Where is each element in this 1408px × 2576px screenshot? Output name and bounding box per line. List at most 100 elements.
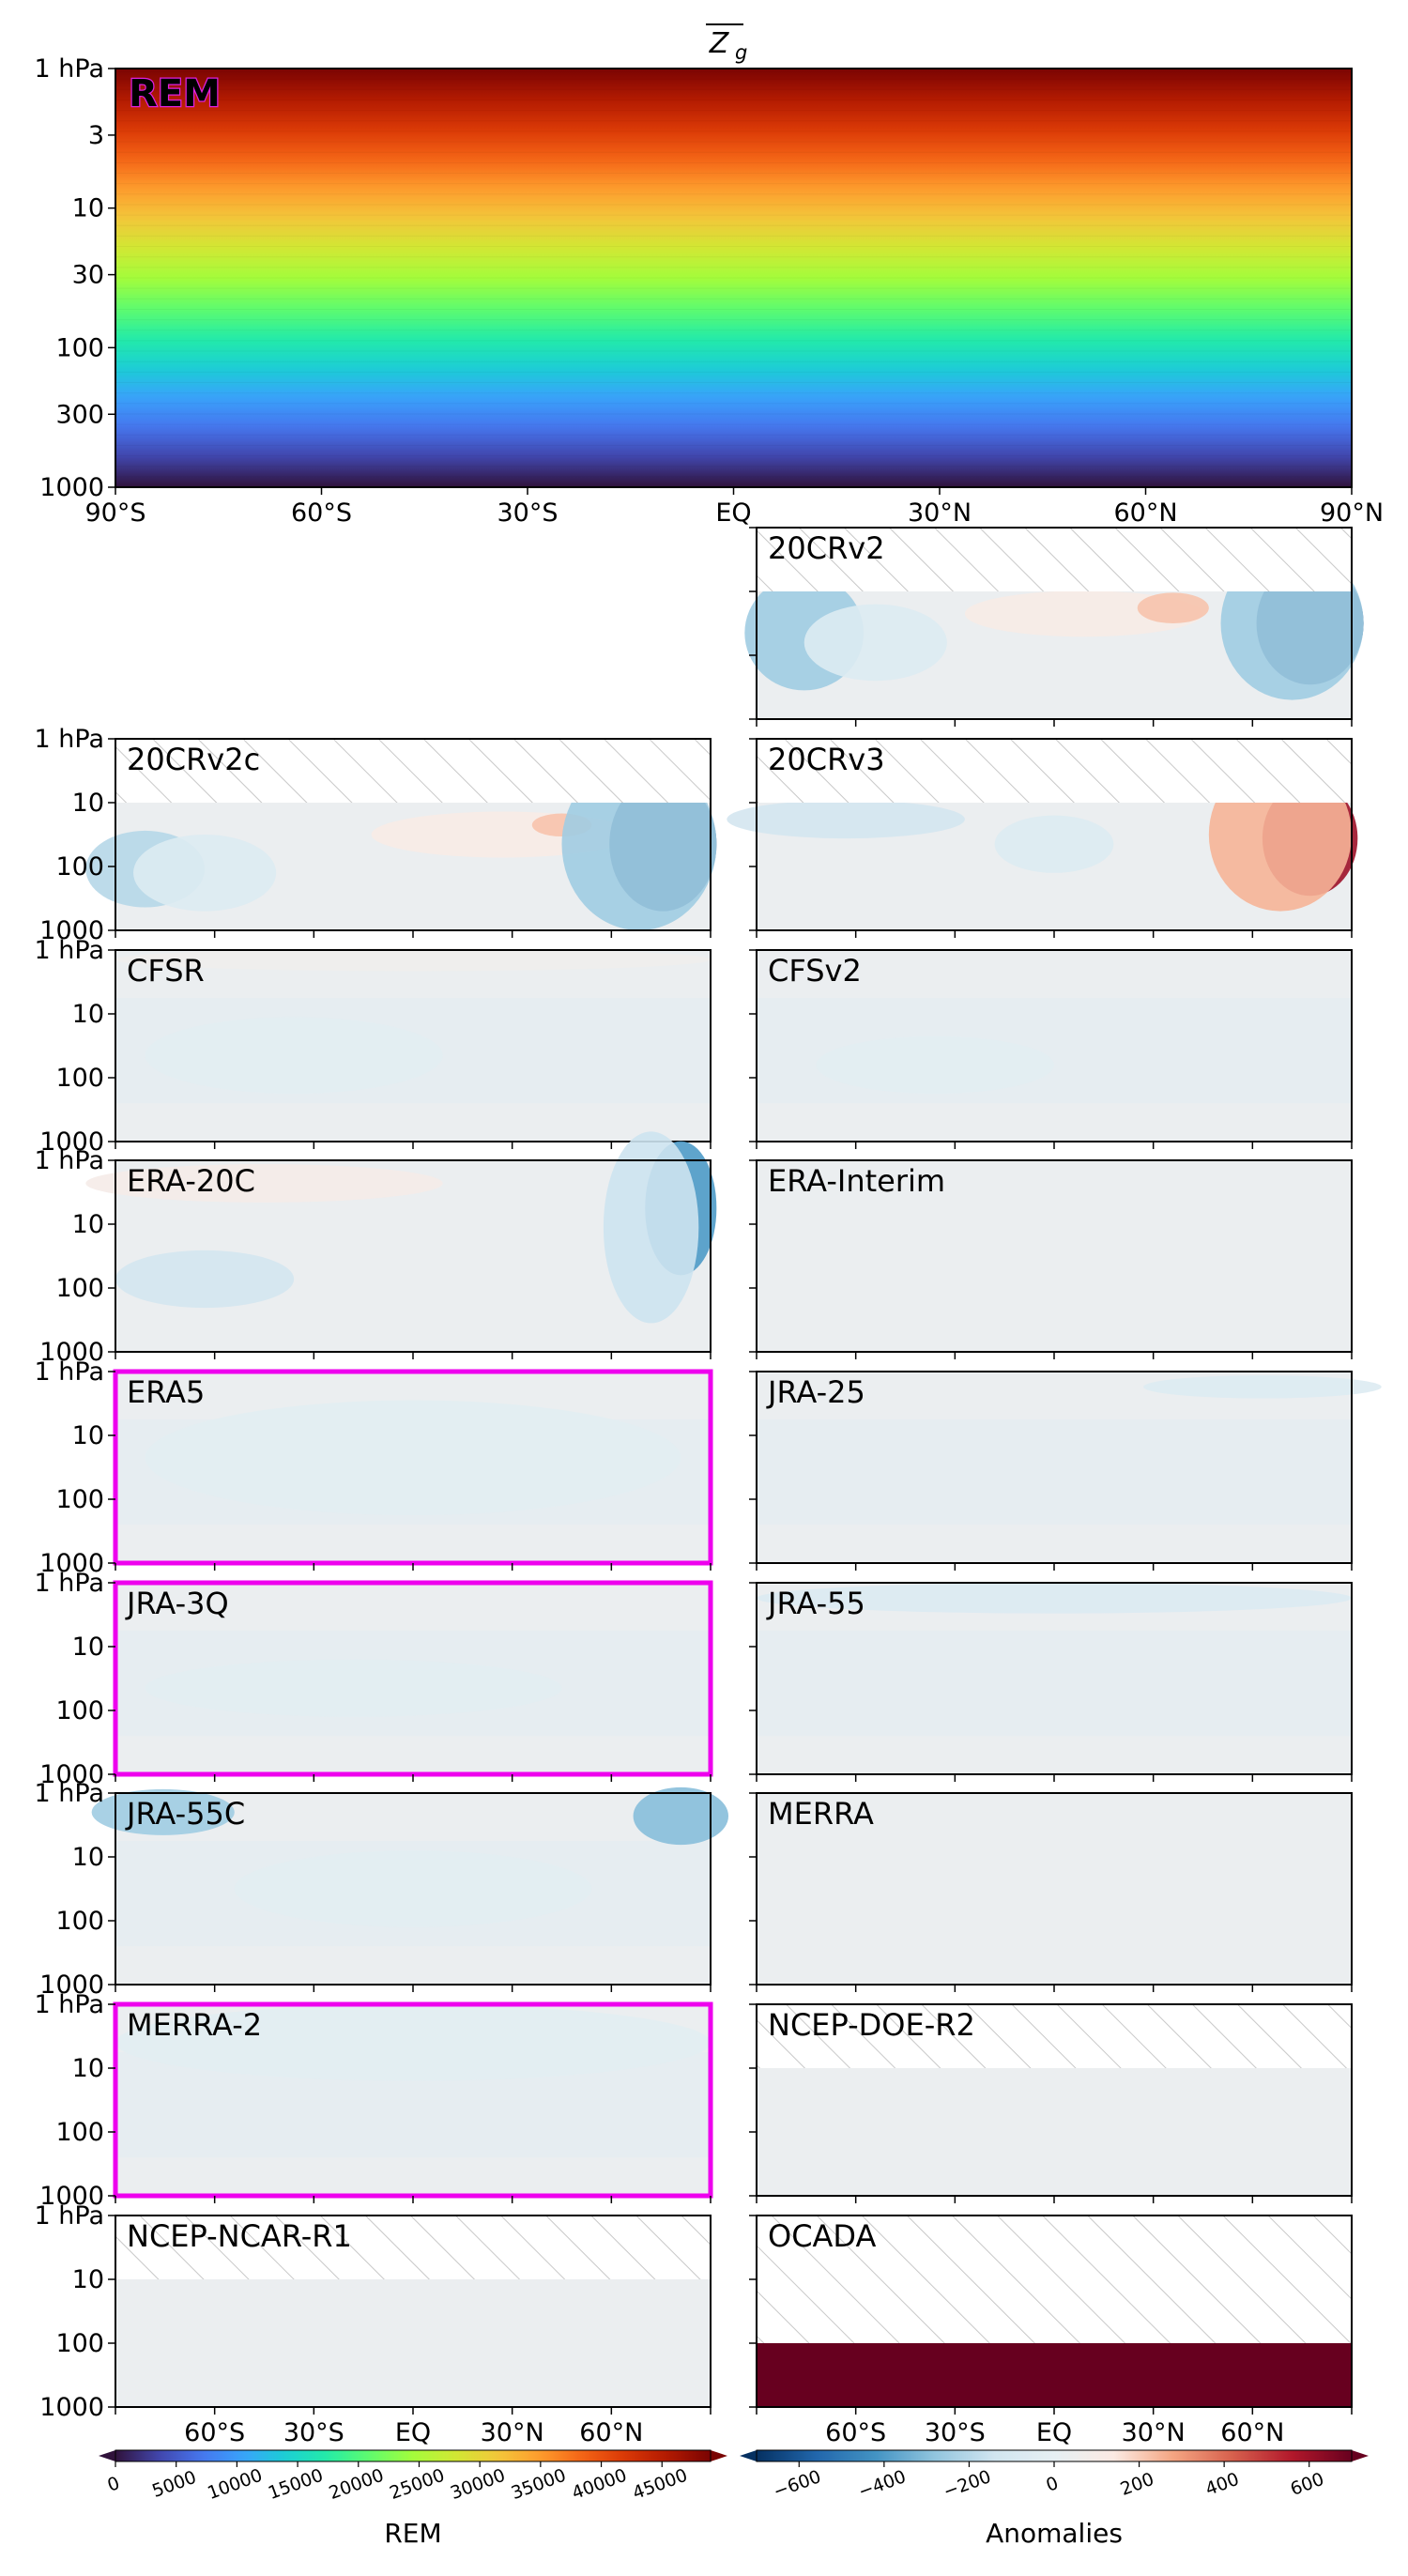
panel-merra-2: 1 hPa 10 100 1000 MERRA-2 <box>35 1990 713 2211</box>
colorbar-tick-label: 45000 <box>630 2465 690 2504</box>
y-tick-label: 1000 <box>39 1760 104 1789</box>
panel-label: ERA-20C <box>127 1163 255 1199</box>
colorbar-body <box>115 2449 712 2462</box>
colorbar-tick-label: 0 <box>105 2473 123 2496</box>
anomaly-contour <box>115 1250 295 1309</box>
y-tick-label: 30 <box>72 261 104 290</box>
x-tick-label: 60°N <box>579 2418 643 2447</box>
x-tick-label: 60°N <box>1220 2418 1284 2447</box>
anomaly-contour <box>633 1786 729 1846</box>
y-tick-label: 100 <box>55 852 104 882</box>
anomaly-field <box>757 1160 1352 1352</box>
anomaly-contour <box>803 604 947 682</box>
colorbar-tick-label: −600 <box>771 2466 824 2503</box>
y-tick-label: 100 <box>55 333 104 362</box>
panel-jra-55: JRA-55 <box>749 1582 1353 1782</box>
colorbar-anomalies: −600 −400 −200 0 200 400 600 Anomalies <box>740 2449 1369 2549</box>
anomaly-region <box>757 1419 1352 1526</box>
colorbar-tick-label: 10000 <box>205 2465 265 2504</box>
x-tick-label: 60°N <box>1113 498 1177 528</box>
y-tick-label: 1000 <box>39 2393 104 2422</box>
anomaly-contour <box>727 800 965 839</box>
panel-ncep-doe-r2: NCEP-DOE-R2 <box>749 2003 1353 2203</box>
rem-field <box>115 69 1352 487</box>
y-tick-label: 1 hPa <box>35 936 105 965</box>
panel-label: OCADA <box>768 2218 877 2254</box>
x-tick-label: EQ <box>395 2418 431 2447</box>
panel-label: CFSR <box>127 953 205 989</box>
colorbar-extend-low <box>99 2450 115 2461</box>
y-tick-label: 100 <box>55 1274 104 1303</box>
y-tick-label: 1000 <box>39 473 104 502</box>
x-tick-label: 90°S <box>85 498 146 528</box>
panel-label: JRA-3Q <box>125 1586 229 1621</box>
anomaly-contour <box>145 1017 443 1094</box>
colorbar-tick-label: 200 <box>1118 2469 1157 2500</box>
y-tick-label: 1 hPa <box>35 725 105 754</box>
y-tick-label: 1000 <box>39 916 104 945</box>
panel-era-20c: 1 hPa 10 100 1000 ERA-20C <box>35 1131 717 1367</box>
panel-20crv3: 20CRv3 <box>727 738 1358 938</box>
title-subscript: g <box>735 41 747 64</box>
anomaly-contour <box>994 815 1114 873</box>
x-tick-label: EQ <box>715 498 751 528</box>
colorbar-tick-label: 5000 <box>149 2467 199 2502</box>
y-tick-label: 1 hPa <box>35 1146 105 1175</box>
anomaly-contour <box>145 1659 562 1717</box>
panel-label: ERA5 <box>127 1374 205 1410</box>
colorbar-tick-label: −200 <box>941 2466 994 2503</box>
panel-label: ERA-Interim <box>768 1163 945 1199</box>
panel-era-interim: ERA-Interim <box>749 1159 1353 1359</box>
anomaly-contour <box>115 947 711 972</box>
panel-20crv2: 20CRv2 <box>744 527 1364 727</box>
panel-label: NCEP-NCAR-R1 <box>127 2218 352 2254</box>
anomaly-contour <box>757 1583 1352 1614</box>
anomaly-contour <box>85 1164 443 1203</box>
y-tick-label: 1000 <box>39 1549 104 1578</box>
y-tick-label: 10 <box>72 1843 104 1872</box>
y-tick-label: 10 <box>72 2054 104 2083</box>
y-tick-label: 100 <box>55 1696 104 1725</box>
colorbar-tick-label: −400 <box>856 2466 910 2503</box>
y-tick-label: 1000 <box>39 1338 104 1367</box>
panel-cfsr: 1 hPa 10 100 1000 CFSR <box>35 936 712 1157</box>
y-tick-label: 1000 <box>39 2182 104 2211</box>
y-tick-label: 1000 <box>39 1127 104 1157</box>
anomaly-contour <box>757 2343 1352 2407</box>
panel-merra: MERRA <box>749 1792 1353 1992</box>
missing-data-hatch <box>757 739 1352 803</box>
x-tick-label: 30°N <box>481 2418 544 2447</box>
missing-data-hatch <box>757 2004 1352 2068</box>
x-tick-label: EQ <box>1036 2418 1072 2447</box>
y-tick-label: 3 <box>88 121 104 150</box>
anomaly-region <box>757 1631 1352 1737</box>
panel-cfsv2: CFSv2 <box>749 949 1353 1149</box>
colorbar-tick-label: 40000 <box>569 2465 629 2504</box>
y-tick-label: 10 <box>72 1000 104 1029</box>
rem-panel-label: REM <box>129 72 221 115</box>
panel-era5: 1 hPa 10 100 1000 ERA5 <box>35 1357 713 1578</box>
y-tick-label: 1 hPa <box>35 1779 105 1808</box>
anomaly-contour <box>234 1850 592 1927</box>
colorbar-extend-high <box>711 2450 727 2461</box>
y-tick-label: 1 hPa <box>35 2201 105 2231</box>
x-tick-label: 90°N <box>1320 498 1384 528</box>
colorbar-tick-label: 0 <box>1044 2473 1062 2496</box>
panel-grid: 90°S 60°S 30°S EQ 30°N 60°N 90°N 1 hPa 3 10 30 100 3… <box>35 54 1385 2447</box>
panel-jra-55c: 1 hPa 10 100 1000 JRA-55C <box>35 1779 729 2000</box>
x-tick-label: 30°N <box>1122 2418 1186 2447</box>
y-tick-label: 100 <box>55 1485 104 1514</box>
missing-data-hatch <box>115 739 711 803</box>
anomaly-contour <box>91 1788 235 1835</box>
colorbar-extend-low <box>740 2450 757 2461</box>
y-tick-label: 10 <box>72 2265 104 2294</box>
x-tick-label: 60°S <box>184 2418 245 2447</box>
colorbar-label: Anomalies <box>986 2518 1123 2549</box>
panel-ncep-ncar-r1: 1 hPa 10 100 1000 NCEP-NCAR-R1 <box>35 2201 712 2422</box>
y-tick-label: 100 <box>55 2118 104 2147</box>
missing-data-hatch <box>757 2216 1352 2343</box>
x-tick-label: 30°S <box>925 2418 986 2447</box>
figure-title: Z g <box>706 23 747 64</box>
anomaly-contour <box>816 1035 1054 1094</box>
panel-ocada: OCADA <box>749 2215 1353 2415</box>
